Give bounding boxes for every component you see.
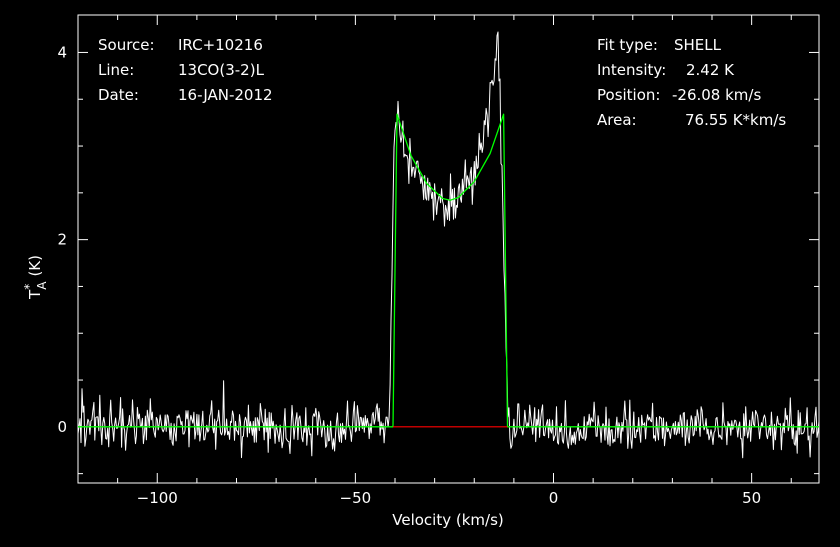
y-axis-label-unit: (K) xyxy=(26,255,44,277)
fit-type-value: SHELL xyxy=(674,36,722,54)
y-tick-label: 4 xyxy=(57,43,67,61)
line-value: 13CO(3-2)L xyxy=(178,61,265,79)
shell-fit-line xyxy=(78,113,819,428)
source-info: Source: IRC+10216 Line: 13CO(3-2)L Date:… xyxy=(98,36,273,104)
x-tick-label: 50 xyxy=(742,489,761,507)
y-axis-label-main: T xyxy=(26,289,44,300)
source-value: IRC+10216 xyxy=(178,36,263,54)
x-tick-label: −100 xyxy=(137,489,178,507)
position-value: -26.08 km/s xyxy=(672,86,761,104)
x-tick-label: 0 xyxy=(549,489,559,507)
x-tick-label: −50 xyxy=(340,489,372,507)
x-axis-label: Velocity (km/s) xyxy=(392,511,503,529)
y-axis-label-superscript: * xyxy=(22,284,36,290)
line-key: Line: xyxy=(98,61,134,79)
area-key: Area: xyxy=(597,111,637,129)
fit-type-key: Fit type: xyxy=(597,36,658,54)
date-key: Date: xyxy=(98,86,139,104)
plot-frame xyxy=(77,14,820,484)
source-key: Source: xyxy=(98,36,155,54)
date-value: 16-JAN-2012 xyxy=(178,86,273,104)
intensity-value: 2.42 K xyxy=(686,61,735,79)
fit-info: Fit type: SHELL Intensity: 2.42 K Positi… xyxy=(597,36,786,129)
y-tick-label: 0 xyxy=(57,418,67,436)
y-axis-label-subscript: A xyxy=(35,281,49,290)
y-axis-label: T*A (K) xyxy=(22,255,49,300)
position-key: Position: xyxy=(597,86,660,104)
y-tick-label: 2 xyxy=(57,231,67,249)
area-value: 76.55 K*km/s xyxy=(685,111,786,129)
intensity-key: Intensity: xyxy=(597,61,666,79)
y-axis-label-text: T*A (K) xyxy=(22,255,49,300)
